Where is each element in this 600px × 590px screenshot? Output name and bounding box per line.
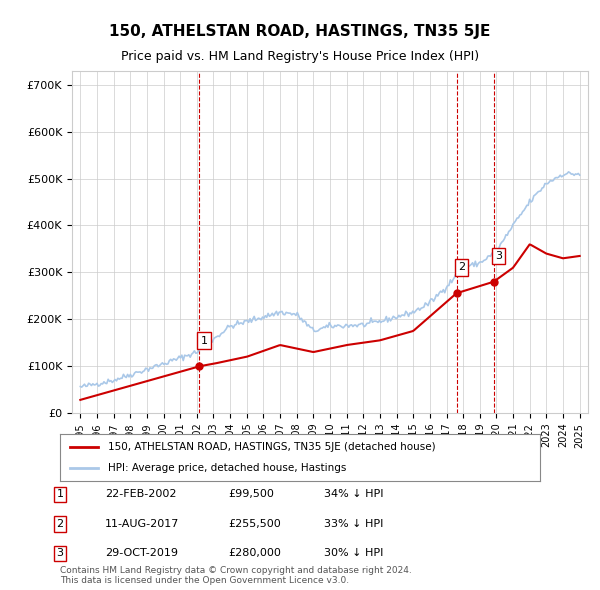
Text: £99,500: £99,500 — [228, 490, 274, 499]
Text: 29-OCT-2019: 29-OCT-2019 — [105, 549, 178, 558]
Text: £280,000: £280,000 — [228, 549, 281, 558]
Text: 3: 3 — [495, 251, 502, 261]
Text: £255,500: £255,500 — [228, 519, 281, 529]
Text: Price paid vs. HM Land Registry's House Price Index (HPI): Price paid vs. HM Land Registry's House … — [121, 50, 479, 63]
Text: 2: 2 — [56, 519, 64, 529]
Text: 34% ↓ HPI: 34% ↓ HPI — [324, 490, 383, 499]
Text: 22-FEB-2002: 22-FEB-2002 — [105, 490, 176, 499]
Text: 1: 1 — [200, 336, 208, 346]
Text: 33% ↓ HPI: 33% ↓ HPI — [324, 519, 383, 529]
Text: 11-AUG-2017: 11-AUG-2017 — [105, 519, 179, 529]
Text: 150, ATHELSTAN ROAD, HASTINGS, TN35 5JE: 150, ATHELSTAN ROAD, HASTINGS, TN35 5JE — [109, 24, 491, 38]
Text: Contains HM Land Registry data © Crown copyright and database right 2024.
This d: Contains HM Land Registry data © Crown c… — [60, 566, 412, 585]
Text: 3: 3 — [56, 549, 64, 558]
Text: HPI: Average price, detached house, Hastings: HPI: Average price, detached house, Hast… — [108, 463, 346, 473]
Text: 2: 2 — [458, 263, 465, 273]
Text: 30% ↓ HPI: 30% ↓ HPI — [324, 549, 383, 558]
Text: 150, ATHELSTAN ROAD, HASTINGS, TN35 5JE (detached house): 150, ATHELSTAN ROAD, HASTINGS, TN35 5JE … — [108, 442, 436, 452]
Text: 1: 1 — [56, 490, 64, 499]
